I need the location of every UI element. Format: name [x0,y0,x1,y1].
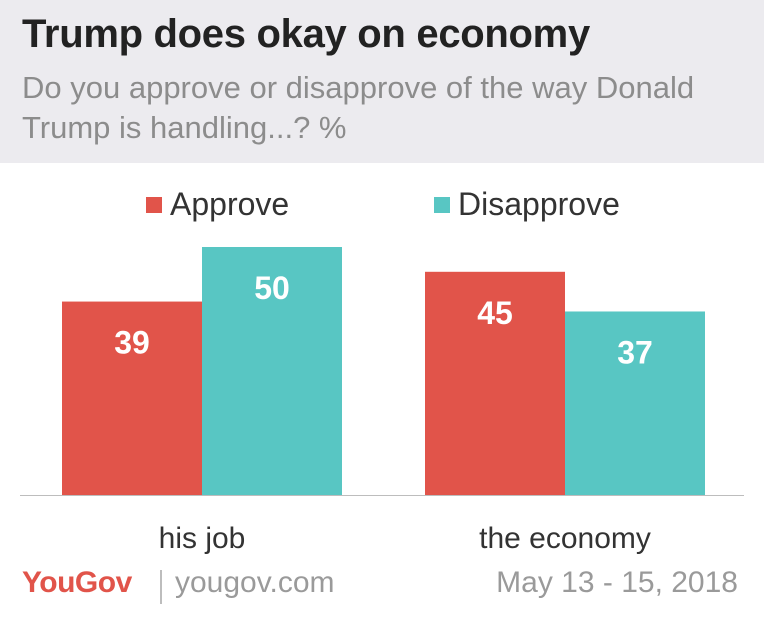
legend-swatch-approve [146,197,162,213]
bar-the-economy-approve [425,271,565,495]
bar-his-job-approve [62,301,202,495]
bar-value-the-economy-disapprove: 37 [617,334,653,370]
bar-value-the-economy-approve: 45 [477,295,513,331]
yougov-logo: YouGov [22,566,132,599]
legend-label-approve: Approve [170,186,290,222]
legend-label-disapprove: Disapprove [458,186,620,222]
chart-subtitle: Do you approve or disapprove of the way … [22,70,695,145]
bar-chart: 39 50 his job 45 37 the economy [20,247,744,555]
bar-the-economy-disapprove [565,311,705,495]
survey-date: May 13 - 15, 2018 [496,566,738,599]
bar-his-job-disapprove [202,247,342,495]
category-label-the-economy: the economy [479,522,651,555]
footer-url: yougov.com [175,566,335,599]
chart-title: Trump does okay on economy [22,12,590,56]
legend-swatch-disapprove [434,197,450,213]
header-panel: Trump does okay on economy Do you approv… [0,0,764,163]
bar-value-his-job-approve: 39 [114,325,150,361]
bar-value-his-job-disapprove: 50 [254,270,290,306]
category-label-his-job: his job [159,522,246,555]
footer-divider [160,570,162,604]
